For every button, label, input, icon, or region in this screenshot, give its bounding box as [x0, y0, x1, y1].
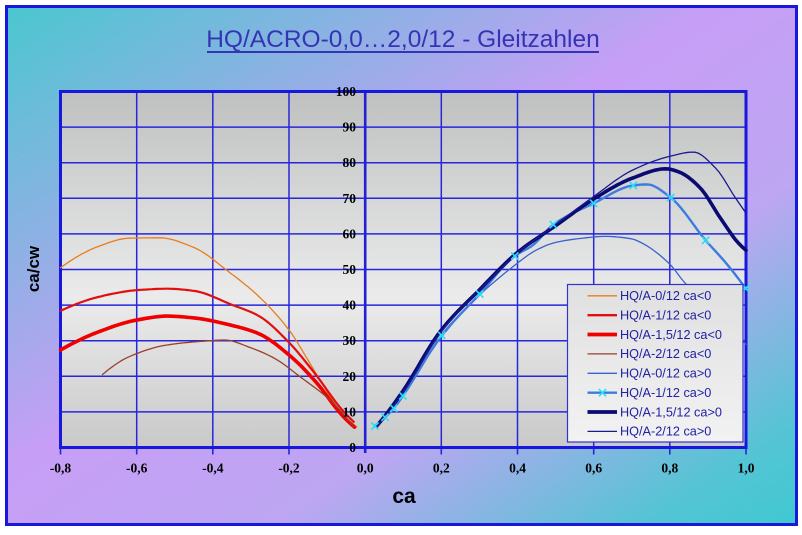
svg-text:-0,2: -0,2 — [278, 461, 300, 476]
svg-text:HQ/A-1/12 ca<0: HQ/A-1/12 ca<0 — [620, 309, 711, 323]
svg-text:HQ/ACRO-0,0…2,0/12 - Gleitzahl: HQ/ACRO-0,0…2,0/12 - Gleitzahlen — [206, 26, 600, 53]
svg-text:HQ/A-1,5/12 ca<0: HQ/A-1,5/12 ca<0 — [620, 328, 722, 342]
svg-text:0,4: 0,4 — [509, 461, 526, 476]
svg-text:0,8: 0,8 — [661, 461, 678, 476]
svg-text:70: 70 — [343, 191, 357, 206]
svg-text:100: 100 — [336, 84, 357, 99]
svg-text:20: 20 — [343, 369, 357, 384]
svg-text:1,0: 1,0 — [738, 461, 755, 476]
svg-text:HQ/A-0/12 ca<0: HQ/A-0/12 ca<0 — [620, 289, 711, 303]
svg-text:60: 60 — [343, 226, 357, 241]
svg-text:-0,8: -0,8 — [50, 461, 72, 476]
svg-text:50: 50 — [343, 262, 357, 277]
svg-text:0,6: 0,6 — [585, 461, 602, 476]
svg-text:HQ/A-1/12 ca>0: HQ/A-1/12 ca>0 — [620, 386, 711, 400]
svg-text:-0,4: -0,4 — [202, 461, 224, 476]
svg-text:ca/cw: ca/cw — [24, 245, 43, 292]
svg-text:30: 30 — [343, 333, 357, 348]
svg-text:0,2: 0,2 — [433, 461, 450, 476]
svg-text:0: 0 — [349, 440, 356, 455]
svg-text:HQ/A-1,5/12 ca>0: HQ/A-1,5/12 ca>0 — [620, 405, 722, 419]
svg-text:90: 90 — [343, 120, 357, 135]
svg-text:10: 10 — [343, 404, 357, 419]
svg-text:-0,6: -0,6 — [126, 461, 148, 476]
svg-text:80: 80 — [343, 155, 357, 170]
svg-text:HQ/A-2/12 ca<0: HQ/A-2/12 ca<0 — [620, 347, 711, 361]
svg-text:40: 40 — [343, 298, 357, 313]
svg-text:0,0: 0,0 — [357, 461, 374, 476]
svg-text:HQ/A-0/12 ca>0: HQ/A-0/12 ca>0 — [620, 367, 711, 381]
svg-text:ca: ca — [392, 485, 416, 508]
svg-text:HQ/A-2/12 ca>0: HQ/A-2/12 ca>0 — [620, 425, 711, 439]
